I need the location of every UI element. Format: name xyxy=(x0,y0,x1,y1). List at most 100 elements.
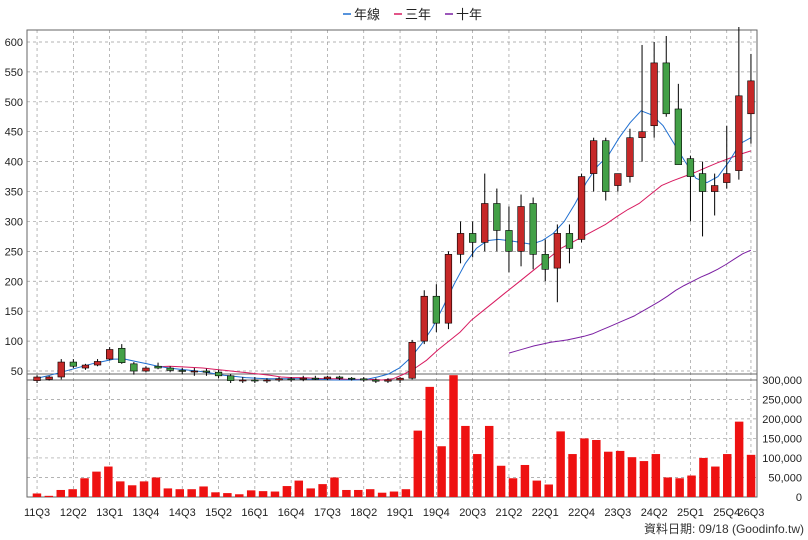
ma-three-line xyxy=(158,150,752,381)
price-tick-label: 250 xyxy=(5,246,23,258)
volume-bar xyxy=(687,475,696,497)
x-tick-label: 12Q2 xyxy=(60,507,87,519)
volume-tick-label: 250,000 xyxy=(762,394,802,406)
volume-bar xyxy=(592,439,601,497)
price-tick-label: 100 xyxy=(5,336,23,348)
legend-label: 十年 xyxy=(456,8,482,23)
x-tick-label: 14Q3 xyxy=(169,507,196,519)
candle-body xyxy=(275,378,283,381)
x-tick-label: 21Q2 xyxy=(495,507,522,519)
candle-body xyxy=(227,375,235,381)
candle-body xyxy=(130,363,138,372)
volume-bar xyxy=(139,481,149,497)
candle-body xyxy=(33,376,41,381)
volume-bar xyxy=(556,431,565,497)
volume-bar xyxy=(44,495,54,497)
volume-bar xyxy=(699,457,708,497)
volume-bar xyxy=(365,489,375,497)
volume-bar xyxy=(746,454,756,497)
candle-body xyxy=(553,233,561,269)
candle-body xyxy=(505,230,513,252)
price-tick-label: 350 xyxy=(5,187,23,199)
x-tick-label: 23Q3 xyxy=(604,507,631,519)
candle-body xyxy=(190,370,198,373)
volume-bar xyxy=(92,471,101,497)
candle-body xyxy=(698,173,707,192)
volume-bar xyxy=(246,490,256,497)
volume-bar xyxy=(496,465,506,497)
candle-body xyxy=(287,378,295,381)
candle-body xyxy=(118,347,126,363)
x-tick-label: 25Q1 xyxy=(677,507,704,519)
volume-bar xyxy=(389,491,399,497)
price-tick-label: 550 xyxy=(5,67,23,79)
candle-body xyxy=(57,361,65,378)
volume-tick-label: 100,000 xyxy=(762,453,802,465)
price-tick-label: 200 xyxy=(5,276,23,288)
volume-bar xyxy=(413,430,423,497)
candle-body xyxy=(456,233,465,255)
volume-bar xyxy=(603,451,613,497)
volume-bar xyxy=(425,386,434,497)
volume-bar xyxy=(639,461,649,497)
candle-body xyxy=(263,379,271,382)
volume-bar xyxy=(627,457,637,497)
x-tick-label: 25Q4 xyxy=(713,507,740,519)
candle-body xyxy=(178,370,186,372)
candle-body xyxy=(142,367,150,372)
volume-bar xyxy=(675,478,684,497)
volume-bar xyxy=(377,492,387,497)
candle-body xyxy=(154,365,162,369)
candle-body xyxy=(360,378,368,381)
price-tick-label: 500 xyxy=(5,97,23,109)
volume-bar xyxy=(461,425,470,497)
candle-body xyxy=(239,379,247,382)
candle-body xyxy=(577,176,586,240)
candle-body xyxy=(166,367,174,371)
candle-body xyxy=(323,376,332,380)
price-tick-label: 400 xyxy=(5,157,23,169)
x-tick-label: 22Q1 xyxy=(532,507,559,519)
volume-bar xyxy=(282,486,292,497)
x-tick-label: 17Q3 xyxy=(314,507,341,519)
candle-body xyxy=(106,349,114,360)
volume-bar xyxy=(449,375,458,497)
candle-body xyxy=(590,140,598,174)
x-tick-label: 13Q4 xyxy=(132,507,159,519)
candle-body xyxy=(396,377,404,381)
candle-body xyxy=(93,361,102,366)
candle-body xyxy=(529,203,537,255)
volume-tick-label: 300,000 xyxy=(762,375,802,387)
candle-body xyxy=(686,158,695,177)
candle-body xyxy=(348,377,356,380)
volume-bar xyxy=(68,489,77,497)
price-tick-label: 600 xyxy=(5,37,23,49)
volume-tick-label: 50,000 xyxy=(768,472,802,484)
volume-bar xyxy=(568,454,577,497)
volume-bar xyxy=(580,438,589,497)
x-tick-label: 26Q3 xyxy=(737,507,764,519)
volume-bar xyxy=(532,480,542,497)
candle-body xyxy=(299,377,307,380)
candle-body xyxy=(469,233,477,243)
x-tick-label: 24Q2 xyxy=(641,507,668,519)
x-tick-label: 16Q4 xyxy=(278,507,305,519)
candle-body xyxy=(372,379,380,382)
volume-bar xyxy=(104,466,113,497)
x-tick-label: 19Q1 xyxy=(387,507,414,519)
candle-body xyxy=(420,295,428,342)
volume-bar xyxy=(199,486,208,497)
volume-bar xyxy=(163,488,173,497)
volume-bar xyxy=(330,477,339,497)
ma-ten-line xyxy=(508,249,752,354)
volume-bar xyxy=(342,489,351,497)
candle-body xyxy=(517,206,525,252)
price-panel-frame xyxy=(26,29,758,381)
candle-body xyxy=(626,137,634,177)
candle-body xyxy=(723,173,731,183)
x-tick-label: 13Q1 xyxy=(96,507,123,519)
volume-bar xyxy=(401,489,411,497)
volume-bar xyxy=(270,491,280,497)
volume-tick-label: 200,000 xyxy=(762,414,802,426)
